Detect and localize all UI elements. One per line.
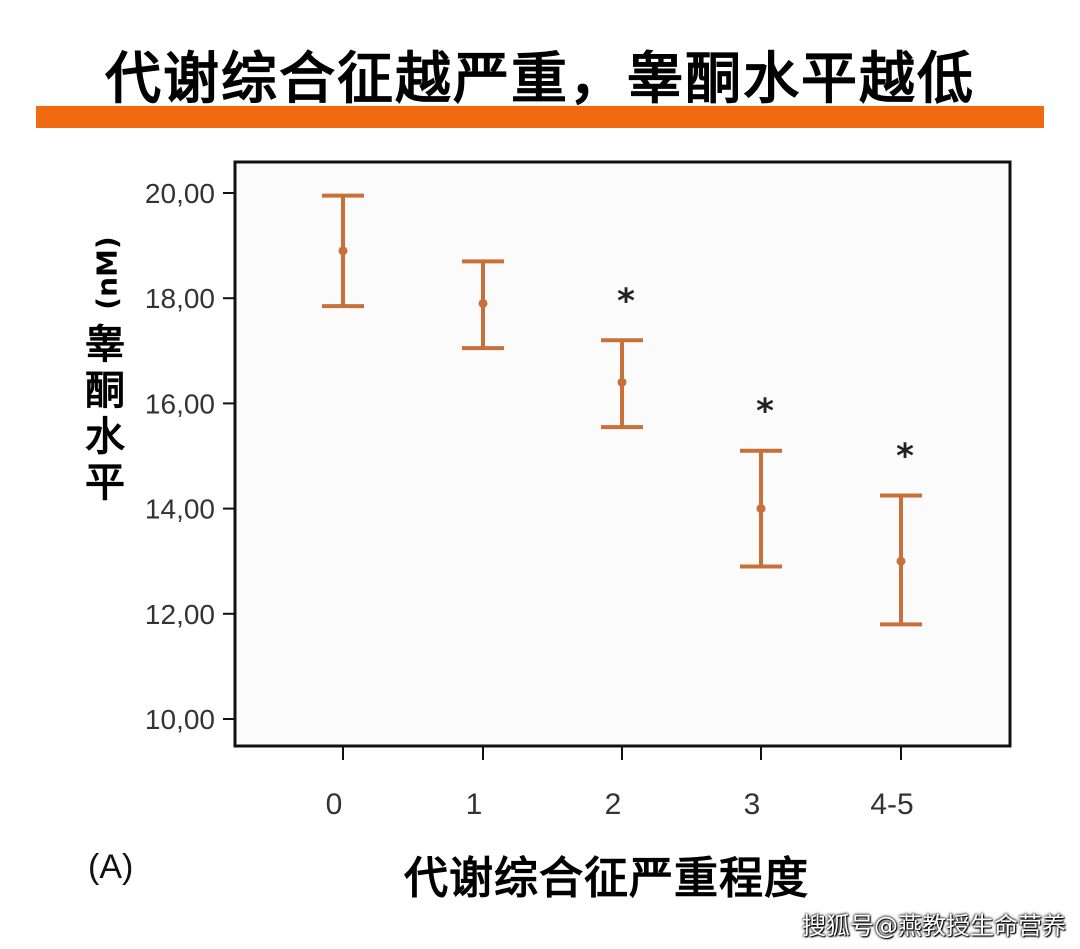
mean-marker — [478, 298, 488, 308]
mean-marker — [338, 246, 348, 256]
watermark: 搜狐号@燕教授生命营养 — [802, 912, 1066, 940]
y-axis-title-char: 平 — [85, 460, 125, 506]
page-title: 代谢综合征越严重，睾酮水平越低 — [105, 47, 975, 112]
y-tick-label: 12,00 — [145, 599, 215, 630]
significance-mark: * — [617, 281, 635, 321]
x-tick-label: 2 — [605, 788, 622, 821]
title-underline-bar — [36, 106, 1044, 128]
plot-frame — [233, 160, 1012, 748]
x-tick-label: 4-5 — [870, 788, 913, 821]
y-axis-title-char: 水 — [85, 414, 125, 460]
y-axis-title-char: 睾 — [85, 322, 125, 368]
y-tick-label: 20,00 — [145, 178, 215, 209]
significance-mark: * — [756, 392, 774, 432]
y-axis-title: 睾 酮 水 平 — [80, 322, 130, 506]
mean-marker — [896, 556, 906, 566]
y-tick-label: 18,00 — [145, 283, 215, 314]
x-tick-label: 0 — [326, 788, 343, 821]
y-tick-label: 16,00 — [145, 388, 215, 419]
y-tick-label: 14,00 — [145, 494, 215, 525]
x-tick-label: 1 — [466, 788, 483, 821]
x-axis-title: 代谢综合征严重程度 — [404, 853, 809, 904]
y-axis-title-char: 酮 — [85, 368, 125, 414]
mean-marker — [756, 504, 766, 514]
significance-mark: * — [896, 436, 914, 476]
y-tick-label: 10,00 — [145, 704, 215, 735]
panel-label: (A) — [88, 848, 134, 886]
mean-marker — [617, 377, 627, 387]
x-tick-label: 3 — [744, 788, 761, 821]
